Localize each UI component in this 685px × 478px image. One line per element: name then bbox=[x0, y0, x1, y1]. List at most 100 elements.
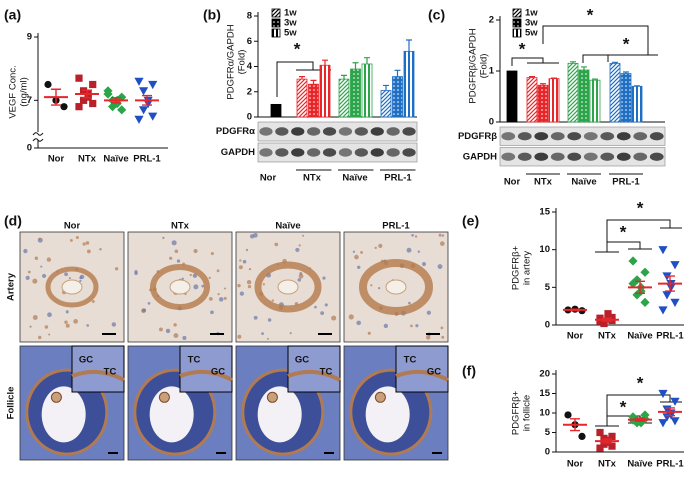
data-point bbox=[578, 432, 586, 440]
vessel bbox=[359, 259, 433, 315]
error-bar bbox=[570, 418, 580, 432]
significance-star: * bbox=[620, 397, 627, 416]
blot-band bbox=[386, 148, 400, 157]
blot-band bbox=[550, 132, 565, 141]
error-bar bbox=[111, 97, 121, 104]
blot-band bbox=[338, 148, 353, 157]
blot-band bbox=[291, 148, 305, 157]
blot-label: PDGFRβ bbox=[458, 131, 497, 142]
y-tick-label: 9 bbox=[27, 32, 32, 43]
cell bbox=[411, 233, 414, 237]
cell bbox=[408, 301, 411, 305]
cell bbox=[378, 286, 381, 290]
blot-band bbox=[517, 132, 532, 141]
error-bar bbox=[341, 74, 347, 80]
data-point bbox=[148, 112, 158, 121]
cell bbox=[37, 335, 42, 340]
cell bbox=[85, 241, 90, 245]
data-point bbox=[604, 310, 612, 318]
error-bar bbox=[634, 85, 640, 87]
inset-layer bbox=[287, 369, 341, 382]
blot-band bbox=[307, 127, 321, 136]
cell bbox=[181, 277, 184, 281]
cell bbox=[69, 238, 73, 242]
bar bbox=[609, 62, 621, 123]
data-point bbox=[640, 410, 650, 420]
inset-label: TC bbox=[404, 355, 417, 366]
significance-star: * bbox=[620, 222, 627, 241]
blot-band bbox=[633, 152, 648, 161]
data-point bbox=[596, 314, 604, 322]
blot-strip bbox=[257, 142, 418, 163]
cell bbox=[47, 312, 52, 318]
data-point bbox=[640, 297, 650, 307]
y-tick-label: 1 bbox=[489, 66, 495, 77]
inset-label: GC bbox=[295, 355, 309, 366]
x-tick-label: Naïve bbox=[627, 331, 652, 342]
inset-layer bbox=[71, 369, 125, 382]
cell bbox=[289, 331, 292, 335]
cell bbox=[75, 235, 79, 240]
inset-label: TC bbox=[188, 355, 201, 366]
cell bbox=[193, 248, 198, 254]
inset-label: TC bbox=[104, 367, 117, 378]
micrograph bbox=[127, 231, 233, 343]
y-tick-label: 5 bbox=[545, 282, 551, 293]
cell bbox=[426, 310, 431, 315]
panel-label: (d) bbox=[4, 213, 22, 229]
vessel bbox=[254, 261, 322, 313]
error-bar bbox=[82, 89, 92, 99]
y-tick-label: 8 bbox=[247, 11, 252, 22]
significance-bracket bbox=[511, 57, 559, 66]
cell bbox=[79, 274, 85, 279]
bar bbox=[578, 69, 590, 123]
cell bbox=[267, 318, 272, 322]
blot-band bbox=[600, 152, 615, 161]
cell bbox=[29, 325, 32, 328]
legend-label: 3w bbox=[284, 18, 297, 29]
cell bbox=[360, 250, 363, 254]
error-bar bbox=[602, 438, 612, 444]
cell bbox=[357, 265, 361, 269]
blot-band bbox=[616, 152, 631, 161]
cell bbox=[274, 242, 279, 247]
micrograph: GC TC bbox=[19, 345, 125, 461]
data-point bbox=[670, 417, 680, 426]
data-point bbox=[632, 290, 642, 300]
data-point bbox=[640, 267, 650, 277]
data-point bbox=[143, 99, 153, 109]
cell bbox=[208, 297, 213, 301]
data-point bbox=[107, 102, 118, 112]
y-axis-title: PDGFRβ+ bbox=[511, 245, 522, 290]
bar bbox=[296, 78, 308, 118]
cell bbox=[134, 270, 138, 274]
cell bbox=[23, 248, 28, 254]
data-point bbox=[138, 87, 149, 96]
cell bbox=[32, 278, 38, 284]
y-tick-label: 0 bbox=[489, 117, 494, 128]
data-point bbox=[658, 246, 668, 255]
x-tick-label: NTx bbox=[598, 331, 617, 342]
x-tick-label: NTx bbox=[598, 459, 617, 470]
x-tick-label: PRL-1 bbox=[133, 154, 161, 165]
cell bbox=[352, 250, 356, 253]
antrum bbox=[365, 386, 410, 443]
cell bbox=[162, 236, 165, 239]
y-axis-title: PDGFRβ/GAPDH bbox=[468, 28, 479, 103]
cell bbox=[324, 303, 328, 307]
y-axis-title: (Fold) bbox=[479, 54, 490, 79]
significance-bracket bbox=[595, 241, 652, 253]
blot-strip bbox=[499, 126, 666, 146]
cell bbox=[314, 305, 317, 309]
inset bbox=[71, 345, 125, 393]
blot-band bbox=[567, 132, 582, 141]
cell bbox=[114, 267, 119, 271]
inset-label: GC bbox=[427, 367, 441, 378]
bar bbox=[631, 85, 643, 123]
blot-band bbox=[583, 132, 598, 141]
cell bbox=[439, 241, 445, 246]
row-label: Artery bbox=[6, 272, 17, 301]
micrograph bbox=[235, 231, 341, 343]
significance-bracket bbox=[606, 219, 682, 242]
bar bbox=[361, 63, 373, 118]
